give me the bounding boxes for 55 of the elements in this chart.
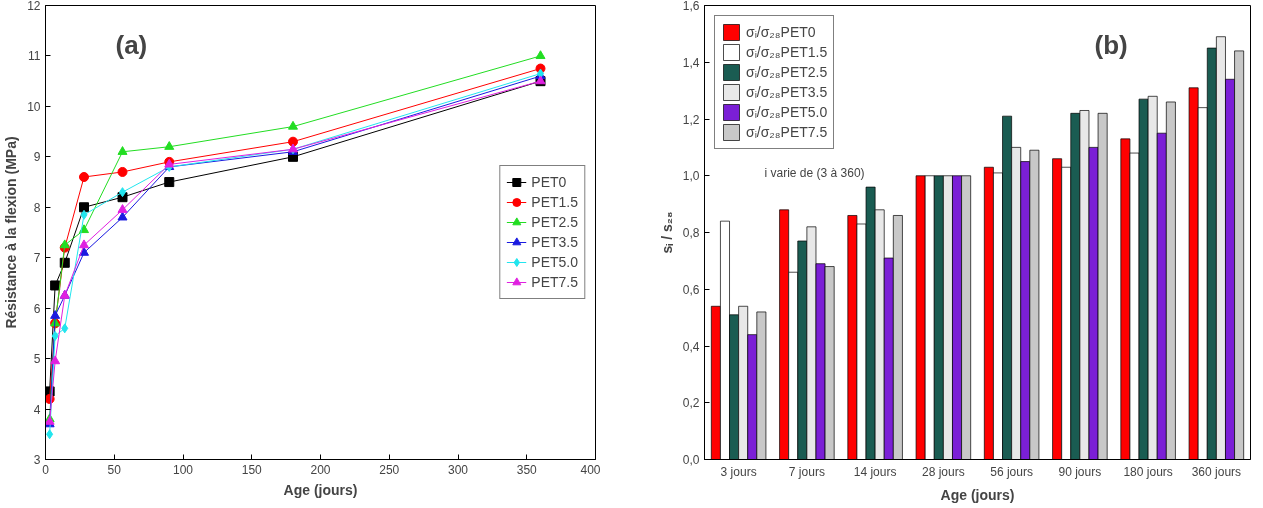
y-tick-label: 0,2 (682, 396, 700, 411)
legend-label: PET7.5 (531, 274, 578, 290)
x-tick-label: 250 (379, 462, 400, 477)
y-tick-label: 7 (33, 251, 41, 266)
x-tick-label: 200 (310, 462, 331, 477)
legend-label: σᵢ/σ₂₈PET7.5 (746, 124, 828, 140)
y-tick-label: 4 (33, 402, 41, 417)
y-tick-label: 1,2 (682, 112, 700, 127)
x-tick-label: 360 jours (1191, 464, 1242, 479)
x-tick-label: 300 (447, 462, 469, 477)
x-tick-label: 350 (516, 462, 538, 477)
y-tick-label: 0,8 (682, 226, 700, 240)
y-tick-label: 0,6 (682, 282, 700, 297)
legend-label: PET3.5 (531, 234, 578, 250)
y-tick-label: 12 (27, 0, 41, 13)
x-tick-label: 0 (42, 462, 50, 477)
y-tick-label: 0,0 (682, 453, 700, 467)
legend-label: σᵢ/σ₂₈PET0 (746, 24, 816, 40)
legend-label: σᵢ/σ₂₈PET3.5 (746, 84, 828, 100)
x-axis-title: Age (jours) (283, 481, 358, 498)
legend-label: σᵢ/σ₂₈PET2.5 (746, 64, 828, 80)
y-tick-label: 0,4 (682, 339, 700, 354)
y-tick-label: 6 (33, 301, 41, 316)
x-tick-label: 28 jours (922, 464, 965, 479)
x-tick-label: 3 jours (720, 464, 757, 479)
x-tick-label: 56 jours (990, 464, 1033, 479)
y-axis-title: Résistance à la flexion (MPa) (3, 136, 20, 329)
y-tick-label: 5 (33, 352, 41, 367)
x-axis-title: Age (jours) (940, 486, 1015, 503)
x-tick-label: 14 jours (853, 464, 897, 479)
y-tick-label: 3 (33, 453, 41, 467)
legend-label: PET1.5 (531, 194, 578, 210)
y-tick-label: 8 (33, 200, 41, 215)
legend-label: PET0 (531, 174, 567, 190)
x-tick-label: 400 (580, 462, 601, 477)
x-tick-label: 180 jours (1123, 464, 1173, 479)
legend-label: σᵢ/σ₂₈PET5.0 (746, 104, 828, 120)
x-tick-label: 100 (172, 462, 194, 477)
y-axis-title: sᵢ / s₂₈ (658, 211, 675, 254)
y-tick-label: 11 (28, 49, 41, 64)
annotation: i varie de (3 à 360) (764, 165, 865, 180)
y-tick-label: 1,6 (682, 0, 700, 13)
y-tick-label: 1,0 (682, 169, 700, 184)
annotation: (a) (115, 29, 148, 60)
y-tick-label: 10 (27, 99, 41, 114)
legend-label: PET5.0 (531, 254, 578, 270)
y-tick-label: 9 (33, 150, 41, 165)
x-tick-label: 90 jours (1058, 464, 1102, 479)
x-tick-label: 50 (107, 462, 122, 477)
legend-label: PET2.5 (531, 214, 578, 230)
x-tick-label: 150 (241, 462, 263, 477)
y-tick-label: 1,4 (682, 55, 700, 70)
annotation: (b) (1094, 29, 1128, 60)
x-tick-label: 7 jours (788, 464, 825, 479)
legend-label: σᵢ/σ₂₈PET1.5 (746, 44, 828, 60)
